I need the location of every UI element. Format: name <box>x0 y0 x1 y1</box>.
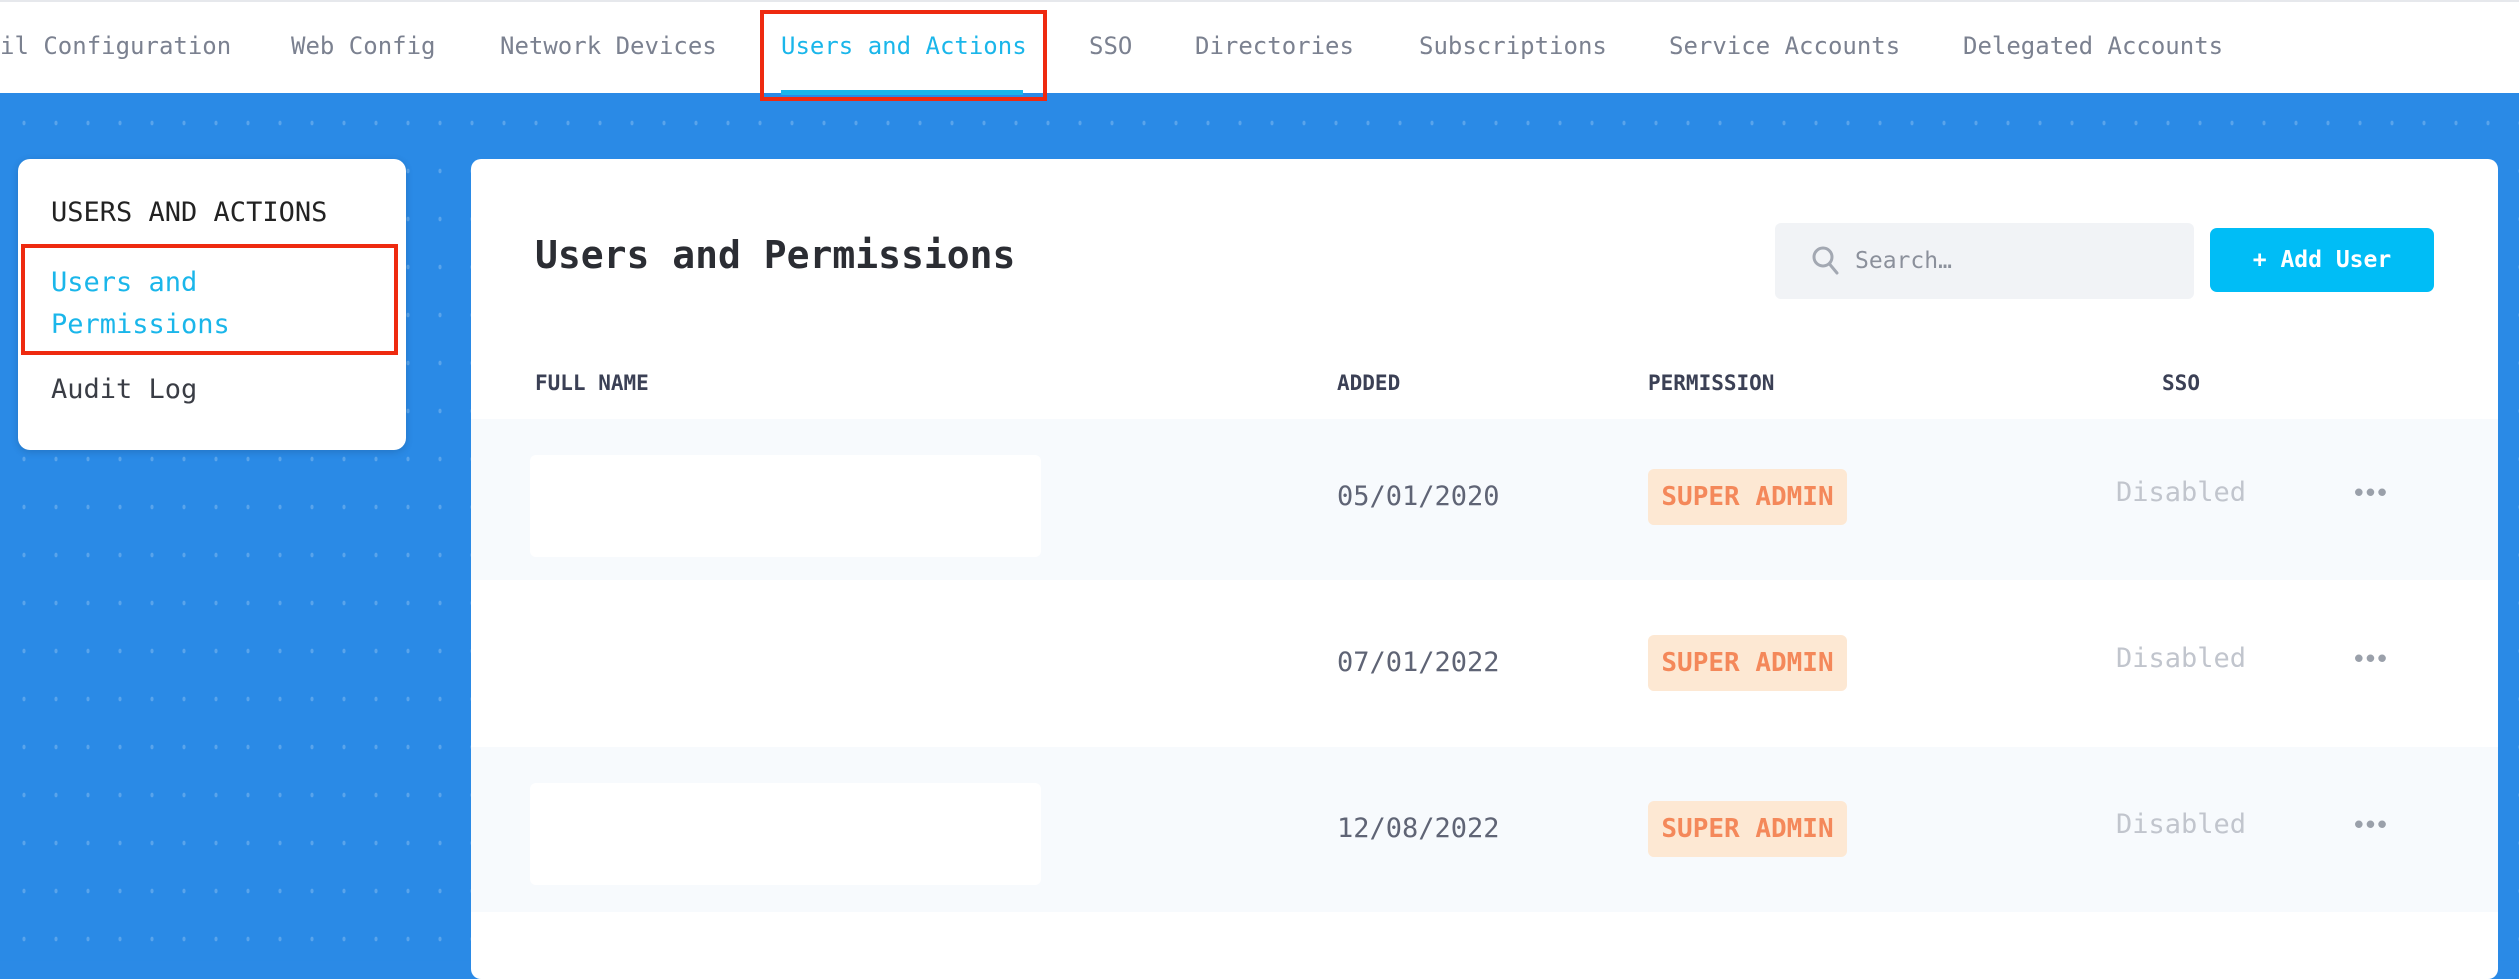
more-options-icon[interactable]: ••• <box>2351 645 2390 675</box>
permission-badge: SUPER ADMIN <box>1648 469 1847 525</box>
more-options-icon[interactable]: ••• <box>2351 479 2390 509</box>
permission-badge: SUPER ADMIN <box>1648 635 1847 691</box>
tab-delegated-accounts[interactable]: Delegated Accounts <box>1963 32 2224 60</box>
sidebar-item-label: Users and <box>51 267 198 298</box>
added-date: 05/01/2020 <box>1337 481 1500 512</box>
column-header-permission[interactable]: PERMISSION <box>1648 371 1775 395</box>
search-input[interactable] <box>1855 223 2175 299</box>
column-header-added[interactable]: ADDED <box>1337 371 1401 395</box>
tab-users-and-actions[interactable]: Users and Actions <box>781 32 1027 60</box>
sso-status: Disabled <box>2115 809 2247 840</box>
highlight-box-tab <box>760 10 1047 101</box>
main-panel: Users and Permissions + Add User FULL NA… <box>471 159 2498 979</box>
more-options-icon[interactable]: ••• <box>2351 811 2390 841</box>
column-header-sso[interactable]: SSO <box>2162 371 2200 395</box>
tab-directories[interactable]: Directories <box>1195 32 1354 60</box>
sso-status: Disabled <box>2115 477 2247 508</box>
page-title: Users and Permissions <box>535 233 1016 277</box>
added-date: 12/08/2022 <box>1337 813 1500 844</box>
sidebar-item-label: Permissions <box>51 309 230 340</box>
highlight-box-sidebar <box>21 244 398 355</box>
search-box[interactable] <box>1775 223 2194 299</box>
column-header-full-name[interactable]: FULL NAME <box>535 371 649 395</box>
added-date: 07/01/2022 <box>1337 647 1500 678</box>
tab-network-devices[interactable]: Network Devices <box>500 32 717 60</box>
permission-badge: SUPER ADMIN <box>1648 801 1847 857</box>
sidebar-heading: USERS AND ACTIONS <box>51 197 328 228</box>
table-row[interactable]: 05/01/2020 SUPER ADMIN Disabled ••• <box>471 419 2498 580</box>
top-navigation: il Configuration Web Config Network Devi… <box>0 0 2519 95</box>
search-icon <box>1812 246 1839 275</box>
sso-status: Disabled <box>2115 643 2247 674</box>
tab-service-accounts[interactable]: Service Accounts <box>1669 32 1901 60</box>
tab-web-config[interactable]: Web Config <box>291 32 436 60</box>
tab-sso[interactable]: SSO <box>1089 32 1133 60</box>
table-row[interactable]: 12/08/2022 SUPER ADMIN Disabled ••• <box>471 747 2498 912</box>
table-row[interactable]: 07/01/2022 SUPER ADMIN Disabled ••• <box>471 580 2498 747</box>
active-tab-indicator <box>781 90 1023 95</box>
sidebar-item-users-and-permissions[interactable]: Users and Permissions <box>51 262 230 346</box>
sidebar: USERS AND ACTIONS Users and Permissions … <box>18 159 406 450</box>
sidebar-item-audit-log[interactable]: Audit Log <box>51 374 198 405</box>
add-user-button[interactable]: + Add User <box>2210 228 2434 292</box>
tab-subscriptions[interactable]: Subscriptions <box>1419 32 1607 60</box>
full-name-cell <box>530 783 1041 885</box>
tab-mail-configuration[interactable]: il Configuration <box>0 32 232 60</box>
full-name-cell <box>530 455 1041 557</box>
